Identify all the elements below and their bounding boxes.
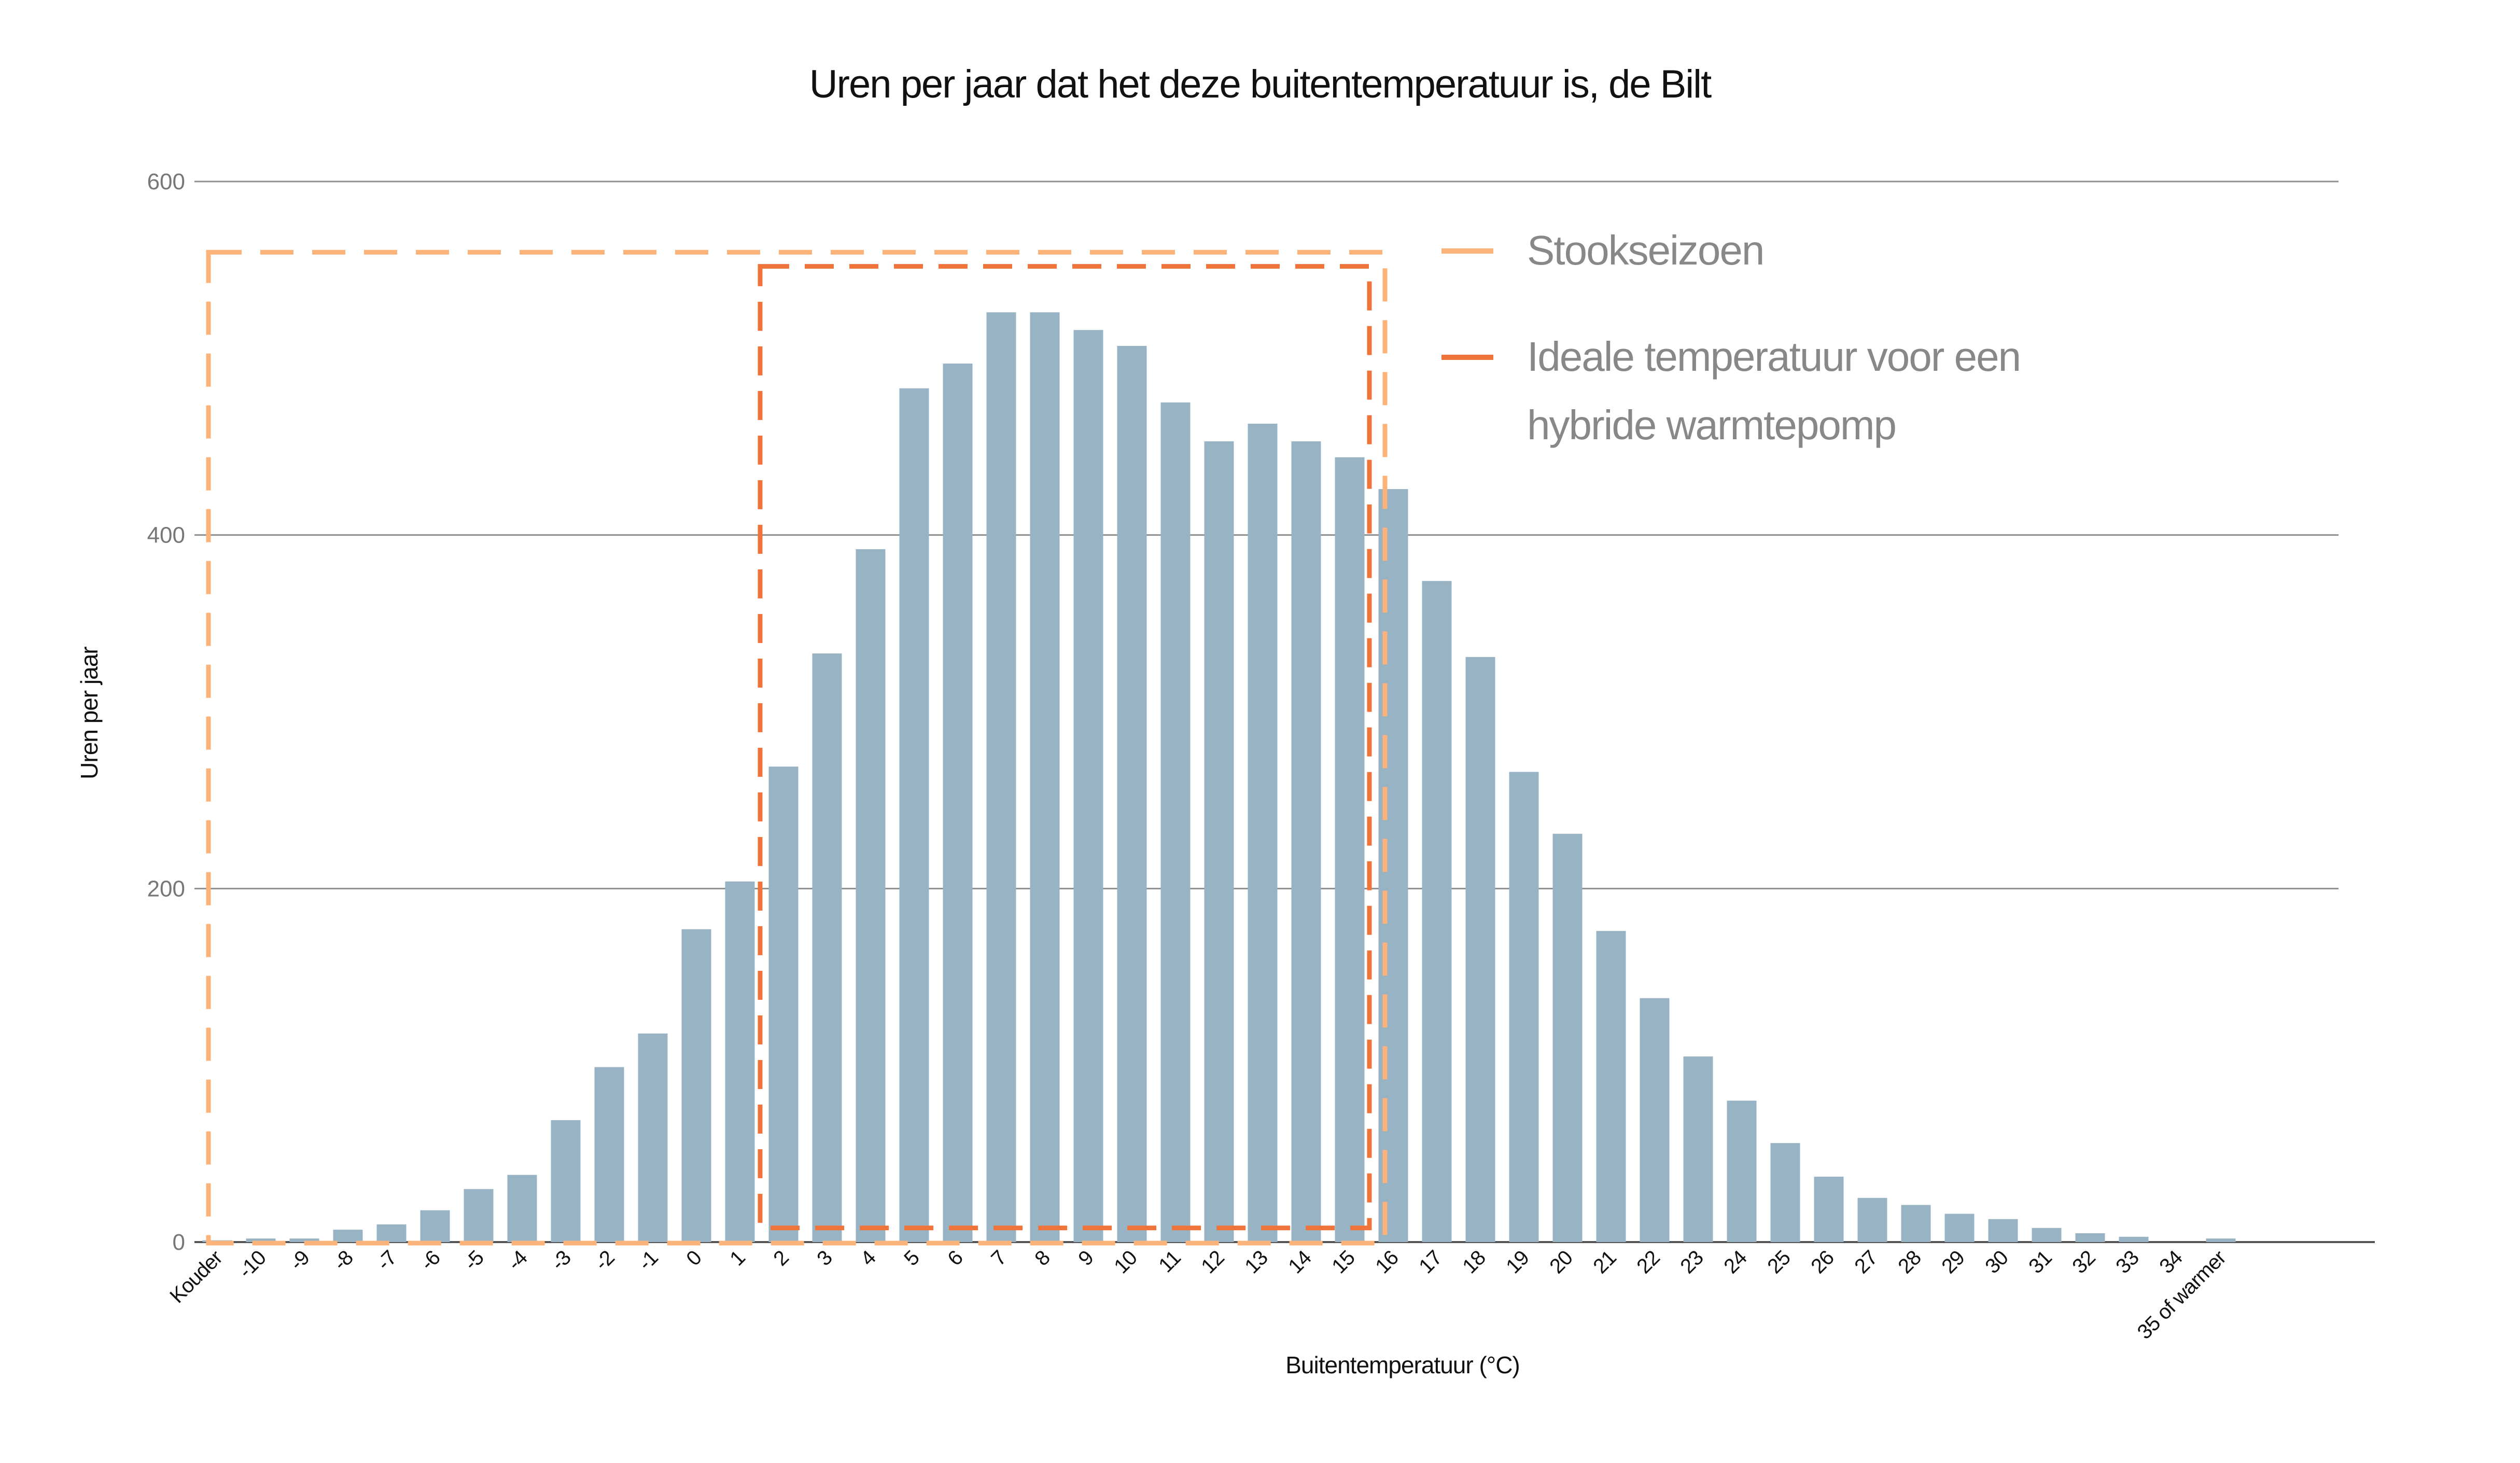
legend-label: Stookseizoen	[1527, 227, 1763, 273]
bar	[1683, 1056, 1713, 1242]
legend-label: Ideale temperatuur voor een	[1527, 333, 2020, 380]
highlight-region	[206, 249, 1388, 1246]
bar	[681, 929, 711, 1242]
bar	[551, 1120, 581, 1242]
bar	[246, 1238, 276, 1242]
bar	[1727, 1100, 1757, 1242]
bar	[1291, 441, 1321, 1242]
y-tick-label: 200	[147, 876, 185, 901]
bar	[638, 1033, 668, 1242]
y-tick-labels: 0 200 400 600	[147, 169, 185, 1255]
bar	[768, 767, 799, 1242]
bar	[1988, 1219, 2018, 1242]
bar	[420, 1210, 450, 1242]
y-axis-title: Uren per jaar	[76, 647, 103, 779]
bar	[2032, 1228, 2062, 1242]
bar	[725, 881, 755, 1242]
bar	[2075, 1233, 2105, 1242]
y-tick-label: 0	[173, 1230, 185, 1255]
bar	[943, 364, 973, 1242]
bar	[1814, 1176, 1844, 1242]
bar	[1117, 345, 1147, 1242]
highlight-regions	[206, 249, 1388, 1246]
bar	[1030, 312, 1060, 1242]
highlight-region	[758, 264, 1372, 1231]
x-axis-title: Buitentemperatuur (°C)	[1285, 1351, 1519, 1378]
bar	[1248, 423, 1278, 1242]
bar	[2119, 1236, 2149, 1242]
bar	[376, 1224, 407, 1242]
bar	[986, 312, 1016, 1242]
bar	[1204, 441, 1234, 1242]
legend: Stookseizoen Ideale temperatuur voor een h…	[1441, 227, 2021, 448]
bar	[1509, 772, 1539, 1242]
bar	[289, 1238, 319, 1242]
bar	[1640, 998, 1670, 1242]
bar	[1465, 657, 1495, 1242]
bar	[2206, 1238, 2236, 1242]
bar	[333, 1230, 363, 1242]
bar	[464, 1189, 494, 1242]
bar	[856, 549, 886, 1242]
bars	[202, 312, 2236, 1243]
y-tick-label: 400	[147, 523, 185, 548]
bar	[1335, 457, 1365, 1243]
bar	[812, 653, 842, 1242]
bar	[1073, 330, 1103, 1242]
bar	[507, 1175, 537, 1242]
legend-label: hybride warmtepomp	[1527, 402, 1896, 448]
bar	[899, 388, 929, 1242]
bar	[594, 1067, 624, 1242]
bar	[1944, 1214, 1975, 1242]
y-tick-label: 600	[147, 169, 185, 194]
bar	[1160, 402, 1191, 1242]
bar	[1596, 931, 1626, 1242]
bar	[1901, 1205, 1931, 1242]
chart-title: Uren per jaar dat het deze buitentempera…	[809, 62, 1712, 106]
bar	[1552, 833, 1583, 1242]
bar	[1422, 581, 1452, 1242]
bar	[1770, 1143, 1800, 1242]
bar	[1857, 1197, 1887, 1242]
